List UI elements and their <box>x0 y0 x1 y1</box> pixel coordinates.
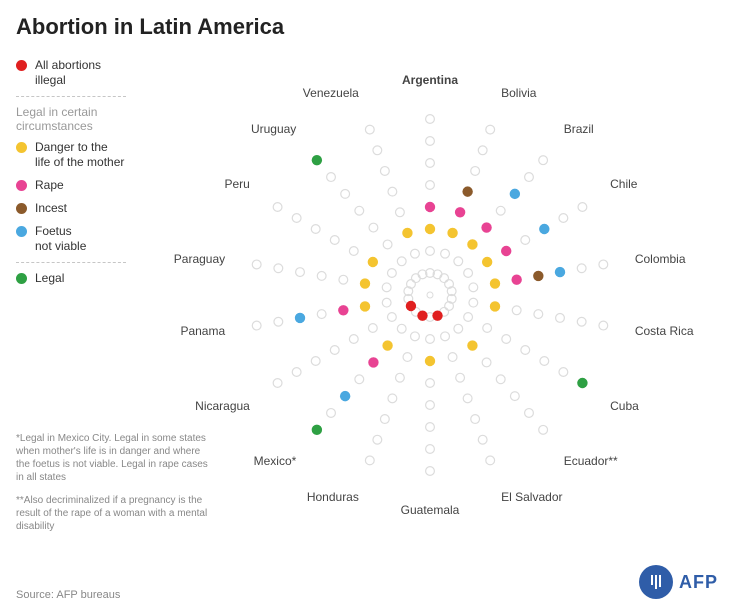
data-dot <box>406 301 416 311</box>
data-dot <box>467 239 477 249</box>
data-dot <box>432 310 442 320</box>
country-label: Argentina <box>402 73 458 87</box>
country-label: Bolivia <box>501 86 536 100</box>
country-label: Brazil <box>564 122 594 136</box>
country-label: Chile <box>610 177 637 191</box>
country-label: Venezuela <box>303 86 359 100</box>
country-label: Nicaragua <box>195 399 250 413</box>
data-dot <box>533 271 543 281</box>
data-dot <box>510 189 520 199</box>
country-label: Honduras <box>307 490 359 504</box>
data-dot <box>447 228 457 238</box>
data-dot <box>425 224 435 234</box>
data-dot <box>312 155 322 165</box>
country-label: Costa Rica <box>635 324 694 338</box>
data-dot <box>368 357 378 367</box>
country-label: Mexico* <box>254 454 297 468</box>
data-dot <box>482 257 492 267</box>
data-dot <box>555 267 565 277</box>
data-dot <box>338 305 348 315</box>
data-dot <box>425 356 435 366</box>
data-dot <box>481 222 491 232</box>
data-dot <box>340 391 350 401</box>
data-dot <box>382 340 392 350</box>
country-label: Ecuador** <box>564 454 618 468</box>
data-dot <box>511 275 521 285</box>
data-dot <box>360 278 370 288</box>
country-label: Guatemala <box>401 503 460 517</box>
data-dot <box>360 301 370 311</box>
data-dot <box>312 425 322 435</box>
data-dot <box>490 301 500 311</box>
data-dot <box>402 228 412 238</box>
data-dot <box>539 224 549 234</box>
data-dot <box>368 257 378 267</box>
data-dot <box>490 278 500 288</box>
data-dot <box>467 340 477 350</box>
data-dot <box>417 310 427 320</box>
country-label: Uruguay <box>251 122 296 136</box>
data-dot <box>425 202 435 212</box>
country-label: Colombia <box>635 252 686 266</box>
country-label: Peru <box>225 177 250 191</box>
country-label: Cuba <box>610 399 639 413</box>
data-dot <box>577 378 587 388</box>
country-label: Paraguay <box>174 252 225 266</box>
data-dot <box>501 246 511 256</box>
country-label: Panama <box>180 324 225 338</box>
radar-chart <box>0 0 736 611</box>
data-dot <box>295 313 305 323</box>
data-dot <box>462 186 472 196</box>
data-dot <box>455 207 465 217</box>
country-label: El Salvador <box>501 490 562 504</box>
